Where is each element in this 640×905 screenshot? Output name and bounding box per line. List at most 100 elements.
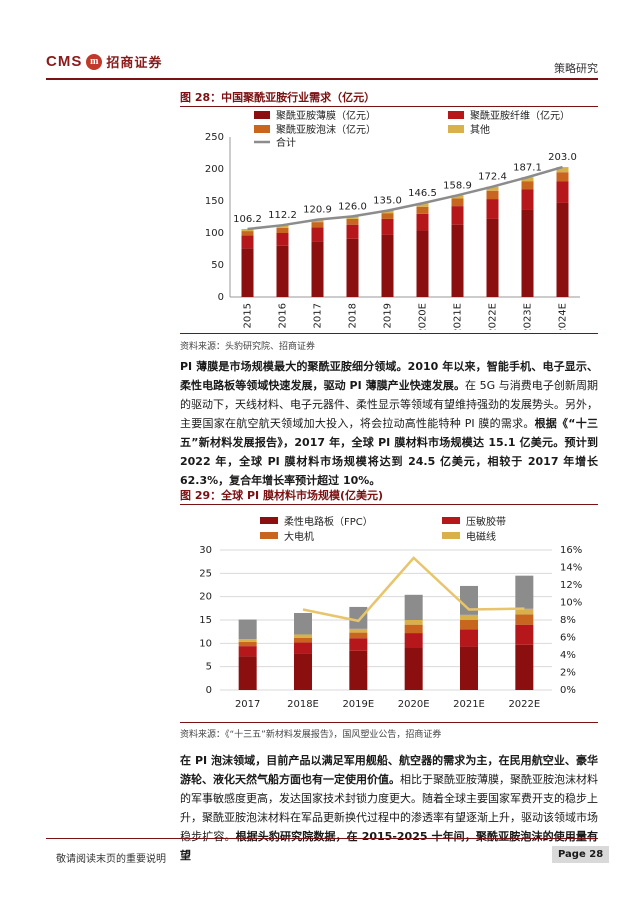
- bar-segment: [404, 633, 423, 648]
- y-tick-label: 25: [199, 568, 212, 579]
- y2-tick-label: 16%: [560, 545, 582, 556]
- para2-bold-2: 根据头豹研究院数据，在 2015-2025 十年间，聚酰亚胺泡沫的使用量有望: [180, 830, 599, 862]
- bar-segment: [349, 650, 368, 690]
- bar-segment: [486, 186, 499, 191]
- legend-swatch: [442, 532, 460, 539]
- bar-segment: [416, 213, 429, 231]
- bar-segment: [241, 248, 254, 297]
- bar-segment: [346, 216, 359, 219]
- y2-tick-label: 10%: [560, 598, 582, 609]
- figure-29-bottom-divider: [180, 722, 598, 723]
- y-tick-label: 20: [199, 592, 212, 603]
- bar-segment: [381, 210, 394, 214]
- legend-swatch: [442, 517, 460, 524]
- figure-29-divider: [180, 504, 598, 505]
- y2-tick-label: 14%: [560, 563, 582, 574]
- bar-segment: [451, 224, 464, 297]
- data-label: 203.0: [548, 152, 577, 163]
- bar-segment: [521, 189, 534, 210]
- y2-tick-label: 6%: [560, 633, 576, 644]
- legend-label: 聚酰亚胺纤维（亿元）: [470, 109, 570, 122]
- bar-segment: [238, 619, 257, 640]
- y-tick-label: 0: [218, 292, 224, 303]
- bar-segment: [515, 575, 534, 609]
- para1-bold-1: PI 薄膜是市场规模最大的聚酰亚胺细分领域。2010 年以来，智能手机、电子显示…: [180, 360, 598, 392]
- footer-divider: [46, 838, 598, 839]
- bar-segment: [486, 190, 499, 200]
- bar-segment: [515, 608, 534, 615]
- bar-segment: [276, 227, 289, 233]
- data-label: 146.5: [408, 188, 437, 199]
- bar-segment: [515, 624, 534, 645]
- bar-segment: [460, 646, 478, 690]
- figure-28-source: 资料来源：头豹研究院、招商证券: [180, 342, 316, 352]
- bar-segment: [416, 203, 429, 207]
- data-label: 158.9: [443, 180, 472, 191]
- x-tick-label: 2022E: [488, 303, 499, 330]
- bar-segment: [521, 181, 534, 190]
- data-label: 106.2: [233, 214, 262, 225]
- bar-segment: [381, 218, 394, 235]
- bar-segment: [521, 209, 534, 297]
- bar-segment: [556, 181, 569, 203]
- bar-segment: [311, 227, 324, 242]
- figure-28-bottom-divider: [180, 333, 598, 334]
- bar-segment: [238, 646, 257, 657]
- bar-segment: [294, 653, 312, 690]
- legend-swatch: [254, 111, 270, 119]
- x-tick-label: 2016: [278, 303, 289, 328]
- bar-segment: [451, 198, 464, 207]
- bar-segment: [556, 167, 569, 173]
- y-tick-label: 50: [211, 260, 224, 271]
- bar-segment: [404, 648, 423, 690]
- footer-disclaimer: 敬请阅读末页的重要说明: [56, 854, 166, 865]
- y-tick-label: 5: [206, 662, 212, 673]
- y-tick-label: 100: [205, 228, 224, 239]
- bar-segment: [404, 620, 423, 625]
- data-label: 172.4: [478, 172, 507, 183]
- section-title: 策略研究: [554, 62, 598, 75]
- bar-segment: [294, 642, 312, 654]
- x-tick-label: 2017: [235, 699, 260, 710]
- y-tick-label: 200: [205, 164, 224, 175]
- legend-label: 大电机: [284, 530, 314, 543]
- para1-bold-2: 根据《“十三五”新材料发展报告》，2017 年，全球 PI 膜材料市场规模达 1…: [180, 417, 598, 487]
- bar-segment: [238, 639, 257, 642]
- bar-segment: [346, 218, 359, 225]
- legend-label: 合计: [276, 136, 296, 149]
- para1-text-1: 在 5G 与消费电子创新周期的驱动下，天线材料、电子元器件、柔性显示等领域有望维…: [180, 379, 599, 430]
- bar-segment: [460, 614, 478, 620]
- bar-segment: [460, 620, 478, 630]
- bar-segment: [349, 638, 368, 651]
- legend-label: 电磁线: [466, 530, 496, 543]
- bar-segment: [311, 222, 324, 228]
- x-tick-label: 2018E: [287, 699, 319, 710]
- bar-segment: [346, 238, 359, 297]
- growth-line: [302, 556, 525, 623]
- bar-segment: [460, 629, 478, 647]
- x-tick-label: 2023E: [523, 303, 534, 330]
- bar-segment: [238, 656, 257, 690]
- bar-segment: [241, 235, 254, 249]
- x-tick-label: 2024E: [558, 303, 569, 330]
- legend-label: 柔性电路板（FPC）: [284, 515, 373, 528]
- y2-tick-label: 0%: [560, 685, 576, 696]
- data-label: 187.1: [513, 162, 542, 173]
- y2-tick-label: 4%: [560, 650, 576, 661]
- bar-segment: [381, 234, 394, 297]
- bar-segment: [346, 224, 359, 239]
- logo-text: CMS: [46, 53, 83, 70]
- figure-29-title: 图 29：全球 PI 膜材料市场规模(亿美元): [180, 489, 384, 502]
- bar-segment: [556, 172, 569, 182]
- bar-segment: [451, 206, 464, 225]
- bar-segment: [381, 213, 394, 219]
- figure-29-source: 资料来源：《“十三五”新材料发展报告》，国风塑业公告，招商证券: [180, 730, 442, 740]
- figure-28-divider: [180, 106, 598, 107]
- paragraph-pi-film: PI 薄膜是市场规模最大的聚酰亚胺细分领域。2010 年以来，智能手机、电子显示…: [180, 357, 598, 490]
- y-tick-label: 10: [199, 638, 212, 649]
- y-tick-label: 30: [199, 545, 212, 556]
- bar-segment: [276, 225, 289, 228]
- bar-segment: [349, 606, 368, 629]
- logo-mark: m: [86, 53, 103, 70]
